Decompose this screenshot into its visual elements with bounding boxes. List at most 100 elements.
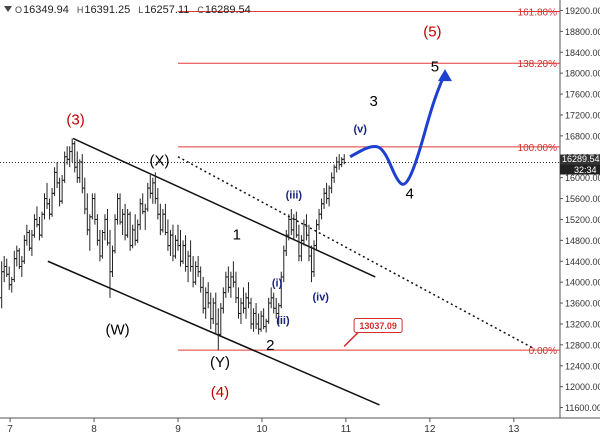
y-tick-label-4: 13200.00 <box>565 319 600 329</box>
candle-90 <box>226 266 231 293</box>
candle-119 <box>299 235 304 262</box>
x-tick-label-1: 8 <box>91 424 97 435</box>
wave-label-4: (4) <box>211 384 229 401</box>
candle-6 <box>14 245 19 267</box>
trendline-1 <box>47 260 380 406</box>
candle-66 <box>165 219 170 251</box>
candle-25 <box>62 151 67 183</box>
candle-55 <box>138 198 143 230</box>
candle-125 <box>314 219 319 251</box>
candle-11 <box>27 229 32 251</box>
candle-27 <box>67 146 72 168</box>
candle-82 <box>206 282 211 309</box>
candle-15 <box>37 216 42 241</box>
y-tick-label-19: 19200.00 <box>565 6 600 16</box>
candle-5 <box>12 250 17 283</box>
candle-94 <box>236 287 241 319</box>
candle-70 <box>175 224 180 251</box>
y-tick-label-15: 17600.00 <box>565 90 600 100</box>
x-tick-label-4: 11 <box>341 424 352 435</box>
candle-7 <box>17 248 22 270</box>
candle-135 <box>339 157 344 168</box>
fib-label-1: 138.20% <box>518 59 558 70</box>
trendlines <box>47 137 536 406</box>
candles <box>0 138 347 351</box>
candle-129 <box>324 182 329 204</box>
candle-100 <box>251 308 256 332</box>
fib-label-2: 100.00% <box>518 143 558 154</box>
candle-52 <box>130 224 135 249</box>
wave-label-1: (X) <box>150 153 170 170</box>
y-tick-label-18: 18800.00 <box>565 27 600 37</box>
low-key: L <box>138 5 144 15</box>
ohlc-readout: O16349.94 H16391.25 L16257.11 C16289.54 <box>4 4 259 16</box>
wave-label-3: (Y) <box>210 354 230 371</box>
candle-116 <box>291 214 296 241</box>
candle-89 <box>223 271 228 298</box>
candle-96 <box>241 287 246 314</box>
candle-83 <box>208 292 213 330</box>
candle-74 <box>186 250 191 283</box>
candle-12 <box>29 229 34 257</box>
candle-29 <box>72 141 77 173</box>
y-tick-label-0: 11600.00 <box>565 403 600 413</box>
callout-label: 13037.09 <box>359 321 397 331</box>
down-arrow-icon <box>4 6 12 12</box>
candle-86 <box>216 308 221 351</box>
candle-19 <box>47 198 52 220</box>
candle-99 <box>249 297 254 330</box>
countdown-label: 32:34 <box>574 165 597 175</box>
candle-133 <box>334 156 339 173</box>
candle-26 <box>65 146 70 165</box>
y-tick-label-16: 18000.00 <box>565 69 600 79</box>
wave-label-14: 5 <box>431 59 439 76</box>
candle-18 <box>45 182 50 209</box>
wave-label-9: (iii) <box>286 190 303 202</box>
candle-46 <box>115 193 120 225</box>
candle-28 <box>70 138 75 162</box>
candle-41 <box>102 214 107 241</box>
y-tick-label-5: 13600.00 <box>565 299 600 309</box>
candle-13 <box>32 214 37 238</box>
candle-126 <box>317 209 322 230</box>
candle-97 <box>243 292 248 319</box>
candle-59 <box>148 175 153 199</box>
candle-32 <box>80 154 85 194</box>
candle-84 <box>211 297 216 324</box>
candle-93 <box>233 271 238 304</box>
candle-50 <box>125 209 130 238</box>
x-axis-bg <box>0 418 600 437</box>
candle-78 <box>196 256 201 277</box>
candle-60 <box>150 177 155 204</box>
candle-92 <box>231 261 236 288</box>
x-tick-label-0: 7 <box>7 424 13 435</box>
candle-77 <box>193 261 198 285</box>
wave-label-2: (W) <box>105 321 129 338</box>
close-value: 16289.54 <box>204 4 251 16</box>
candle-22 <box>55 161 60 189</box>
y-tick-label-13: 16800.00 <box>565 131 600 141</box>
candle-75 <box>188 240 193 272</box>
annotations: 13037.09 <box>343 317 403 347</box>
wave-labels: (3) (X) (W) (Y) (4) 1 2 (i) (ii) (iii) (iv) (v) 3 4 5 (… <box>66 24 441 402</box>
low-value: 16257.11 <box>144 4 190 16</box>
fib-label-0: 161.80% <box>518 7 558 18</box>
wave-label-0: (3) <box>66 111 84 128</box>
candle-58 <box>145 182 150 212</box>
wave-label-11: (v) <box>353 124 367 136</box>
projection-curve <box>349 72 447 186</box>
x-tick-label-2: 9 <box>175 424 181 435</box>
candle-30 <box>75 151 80 183</box>
candle-62 <box>155 188 160 220</box>
candle-95 <box>238 297 243 324</box>
y-tick-label-17: 18400.00 <box>565 48 600 58</box>
high-key: H <box>76 5 84 15</box>
callout-pointer <box>343 331 359 347</box>
wave-label-12: 3 <box>369 93 377 110</box>
candle-98 <box>246 282 251 309</box>
candle-103 <box>259 310 264 332</box>
candle-34 <box>85 193 90 236</box>
last-price-label: 16289.54 <box>562 154 600 164</box>
